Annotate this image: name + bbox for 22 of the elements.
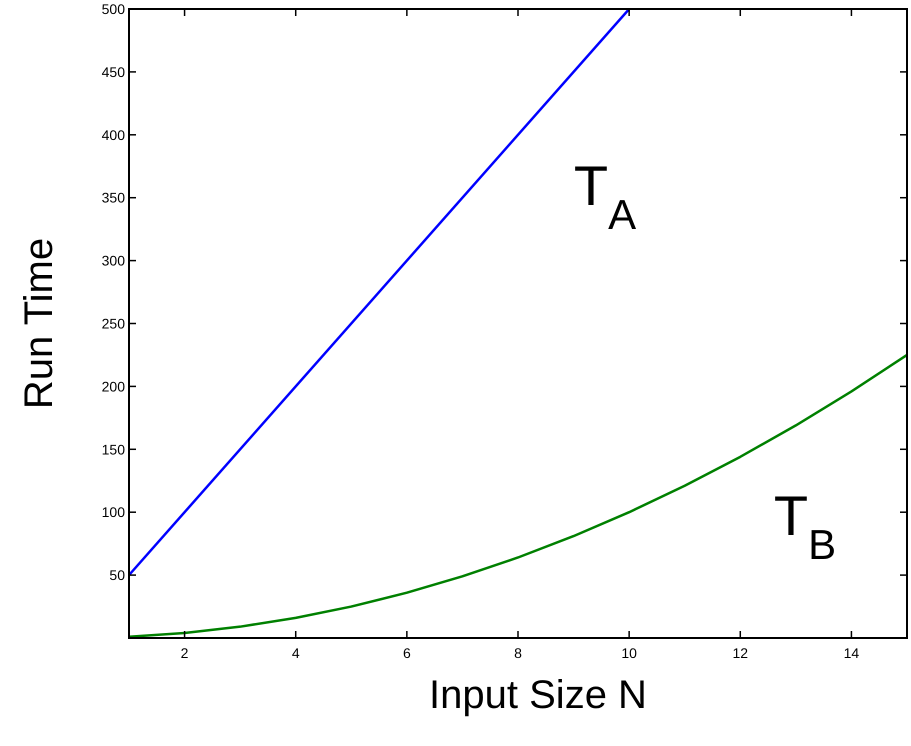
x-axis-title: Input Size N (429, 673, 647, 717)
x-tick-label: 6 (402, 645, 411, 661)
x-tick-label: 14 (844, 645, 860, 661)
x-tick-label: 2 (180, 645, 189, 661)
y-tick-label: 100 (102, 504, 126, 520)
y-tick-label: 400 (102, 126, 126, 143)
annotation: T$_{B}$ (774, 484, 836, 568)
y-tick-label: 250 (102, 316, 126, 332)
x-tick-label: 8 (514, 645, 522, 661)
y-tick-label: 500 (102, 1, 126, 17)
x-tick-label: 10 (621, 645, 638, 661)
annotation: T$_{A}$ (574, 154, 636, 238)
y-tick-label: 150 (102, 441, 126, 458)
y-tick-label: 350 (102, 190, 126, 206)
x-tick-label: 12 (732, 645, 748, 661)
y-tick-label: 450 (102, 64, 126, 80)
y-tick-label: 300 (102, 252, 126, 269)
y-tick-label: 200 (102, 378, 126, 394)
line-series (129, 354, 907, 638)
y-axis-title: Run Time (17, 238, 61, 410)
y-tick-label: 50 (109, 567, 126, 584)
x-tick-label: 4 (292, 645, 300, 661)
